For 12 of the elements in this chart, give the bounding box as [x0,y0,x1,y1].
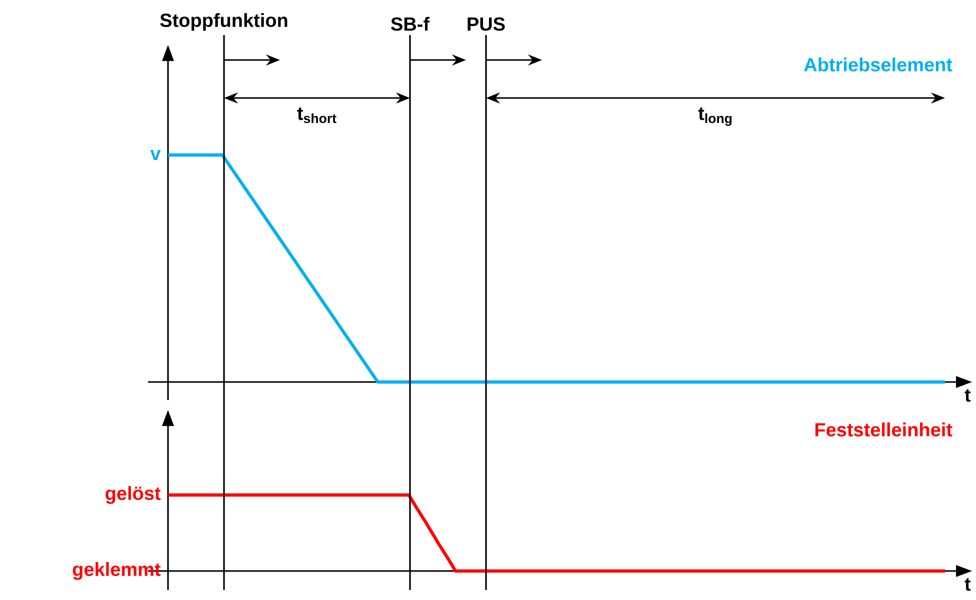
text: v [150,150,161,160]
text: geklemmt [72,562,161,580]
text: Abtriebselement [804,58,952,72]
x-axis-title: t [964,578,971,591]
text: t$_{short}$ [297,108,336,124]
text: Stoppfunktion [160,13,288,31]
text: SB-f [391,16,430,31]
text: PUS [468,17,505,31]
text: t$_{long}$ [698,108,732,126]
text: gelöst [106,486,161,504]
text: Feststelleinheit [815,422,952,436]
x-axis-title: t [964,389,971,402]
